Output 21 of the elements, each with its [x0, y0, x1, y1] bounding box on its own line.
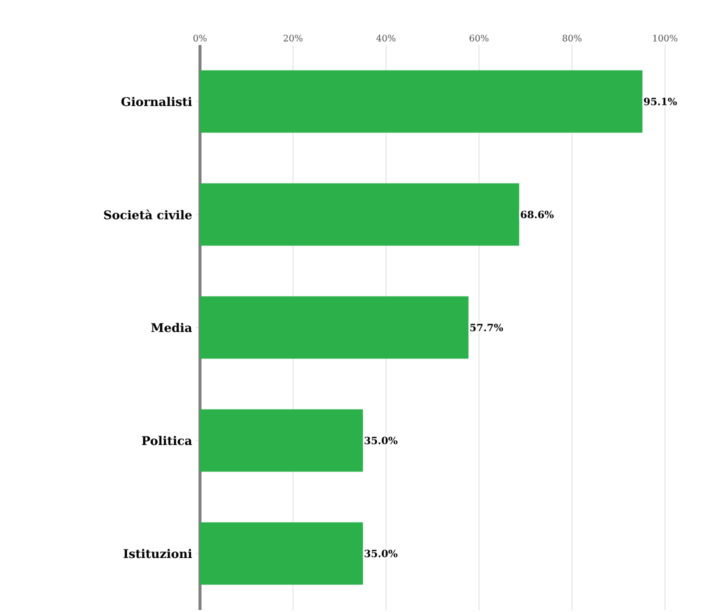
y-tick-label: Politica [142, 436, 192, 446]
bar [200, 70, 642, 133]
x-tick-label: 0% [193, 34, 207, 42]
bar [200, 522, 363, 585]
data-label: 35.0% [364, 436, 398, 444]
y-tick-label: Società civile [104, 210, 192, 220]
y-tick-label: Giornalisti [121, 96, 192, 106]
x-tick-label: 40% [376, 34, 396, 42]
data-label: 57.7% [470, 324, 504, 332]
x-tick-label: 20% [284, 34, 302, 42]
x-tick-label: 100% [653, 34, 678, 42]
y-tick-label: Media [151, 322, 192, 332]
data-label: 95.1% [644, 98, 677, 106]
bar [200, 296, 469, 359]
y-tick-label: Istituzioni [124, 548, 192, 558]
x-tick-label: 60% [470, 34, 488, 42]
data-label: 35.0% [364, 550, 398, 558]
bar [200, 409, 363, 472]
bar [200, 183, 520, 246]
x-tick-label: 80% [562, 34, 582, 42]
data-label: 68.6% [520, 210, 554, 218]
